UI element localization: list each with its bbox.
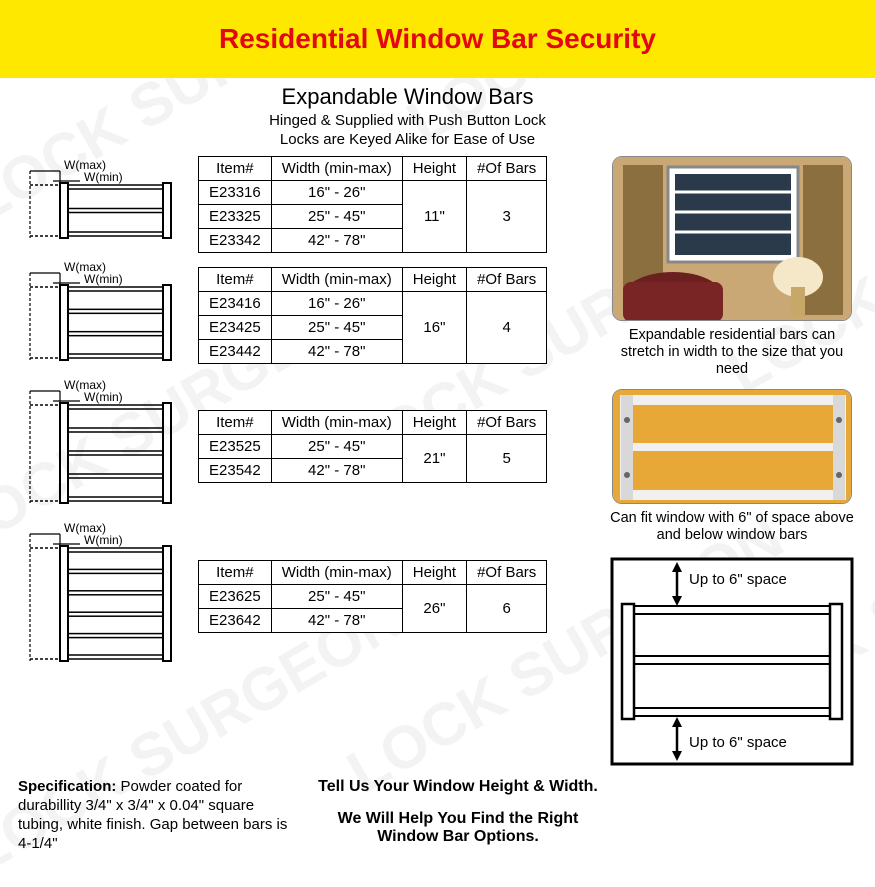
table-row: E23525 25" - 45" 21" 5 — [199, 434, 547, 458]
right-column: Expandable residential bars can stretch … — [597, 156, 857, 775]
footer-row: Specification: Powder coated for durabil… — [18, 778, 857, 860]
main-row: W(max) W(min) Item# Width (min-max) Heig… — [18, 156, 857, 775]
table-row: E23416 16" - 26" 16" 4 — [199, 292, 547, 316]
col-height: Height — [402, 561, 466, 585]
col-item: Item# — [199, 156, 272, 180]
cell-item: E23442 — [199, 340, 272, 364]
photo2-caption: Can fit window with 6" of space above an… — [607, 510, 857, 545]
cell-item: E23642 — [199, 609, 272, 633]
spec-table: Item# Width (min-max) Height #Of Bars E2… — [198, 410, 547, 483]
col-height: Height — [402, 156, 466, 180]
table-header-row: Item# Width (min-max) Height #Of Bars — [199, 561, 547, 585]
left-column: W(max) W(min) Item# Width (min-max) Heig… — [18, 156, 597, 775]
cell-bars: 5 — [467, 434, 547, 482]
spec-unit: W(max) W(min) Item# Width (min-max) Heig… — [18, 261, 597, 371]
cell-width: 16" - 26" — [271, 292, 402, 316]
col-bars: #Of Bars — [467, 410, 547, 434]
specification-text: Specification: Powder coated for durabil… — [18, 778, 288, 860]
cta-text: Tell Us Your Window Height & Width. We W… — [288, 778, 598, 860]
cell-width: 25" - 45" — [271, 204, 402, 228]
cell-height: 11" — [402, 180, 466, 252]
cell-width: 42" - 78" — [271, 458, 402, 482]
section-subtitle: Hinged & Supplied with Push Button Lock … — [0, 112, 857, 150]
cell-width: 25" - 45" — [271, 316, 402, 340]
bar-diagram: W(max) W(min) — [18, 261, 198, 371]
cell-height: 16" — [402, 292, 466, 364]
col-width: Width (min-max) — [271, 156, 402, 180]
col-bars: #Of Bars — [467, 561, 547, 585]
cell-width: 42" - 78" — [271, 340, 402, 364]
cell-width: 25" - 45" — [271, 585, 402, 609]
bar-diagram: W(max) W(min) — [18, 522, 198, 672]
cell-height: 21" — [402, 434, 466, 482]
table-row: E23625 25" - 45" 26" 6 — [199, 585, 547, 609]
cell-item: E23625 — [199, 585, 272, 609]
cell-width: 25" - 45" — [271, 434, 402, 458]
page-title: Residential Window Bar Security — [219, 23, 656, 55]
col-bars: #Of Bars — [467, 156, 547, 180]
cell-width: 42" - 78" — [271, 228, 402, 252]
cell-item: E23325 — [199, 204, 272, 228]
header-band: Residential Window Bar Security — [0, 0, 875, 78]
cell-item: E23525 — [199, 434, 272, 458]
col-width: Width (min-max) — [271, 410, 402, 434]
photo-bar-closeup — [612, 389, 852, 504]
table-header-row: Item# Width (min-max) Height #Of Bars — [199, 156, 547, 180]
spec-unit: W(max) W(min) Item# Width (min-max) Heig… — [18, 522, 597, 672]
spacing-diagram: Up to 6" space Up to 6" space — [607, 554, 857, 774]
cell-item: E23542 — [199, 458, 272, 482]
cell-height: 26" — [402, 585, 466, 633]
svg-text:W(min): W(min) — [84, 272, 123, 286]
table-header-row: Item# Width (min-max) Height #Of Bars — [199, 410, 547, 434]
col-width: Width (min-max) — [271, 561, 402, 585]
section-title: Expandable Window Bars — [0, 84, 857, 110]
cell-item: E23416 — [199, 292, 272, 316]
cell-item: E23316 — [199, 180, 272, 204]
bar-diagram: W(max) W(min) — [18, 159, 198, 249]
cell-width: 16" - 26" — [271, 180, 402, 204]
spec-unit: W(max) W(min) Item# Width (min-max) Heig… — [18, 379, 597, 514]
col-item: Item# — [199, 268, 272, 292]
bar-diagram: W(max) W(min) — [18, 379, 198, 514]
col-item: Item# — [199, 561, 272, 585]
col-height: Height — [402, 410, 466, 434]
table-header-row: Item# Width (min-max) Height #Of Bars — [199, 268, 547, 292]
svg-text:W(min): W(min) — [84, 390, 123, 404]
cell-bars: 6 — [467, 585, 547, 633]
table-row: E23316 16" - 26" 11" 3 — [199, 180, 547, 204]
svg-text:W(min): W(min) — [84, 170, 123, 184]
cell-item: E23425 — [199, 316, 272, 340]
photo1-caption: Expandable residential bars can stretch … — [607, 327, 857, 379]
cell-bars: 3 — [467, 180, 547, 252]
spec-table: Item# Width (min-max) Height #Of Bars E2… — [198, 156, 547, 253]
spec-table: Item# Width (min-max) Height #Of Bars E2… — [198, 560, 547, 633]
cell-bars: 4 — [467, 292, 547, 364]
space-label-top: Up to 6" space — [689, 571, 787, 588]
spec-unit: W(max) W(min) Item# Width (min-max) Heig… — [18, 156, 597, 253]
col-width: Width (min-max) — [271, 268, 402, 292]
cell-item: E23342 — [199, 228, 272, 252]
content-area: Expandable Window Bars Hinged & Supplied… — [0, 78, 875, 860]
svg-text:W(min): W(min) — [84, 533, 123, 547]
col-bars: #Of Bars — [467, 268, 547, 292]
col-item: Item# — [199, 410, 272, 434]
spec-table: Item# Width (min-max) Height #Of Bars E2… — [198, 267, 547, 364]
space-label-bottom: Up to 6" space — [689, 734, 787, 751]
cell-width: 42" - 78" — [271, 609, 402, 633]
photo-living-room — [612, 156, 852, 321]
col-height: Height — [402, 268, 466, 292]
